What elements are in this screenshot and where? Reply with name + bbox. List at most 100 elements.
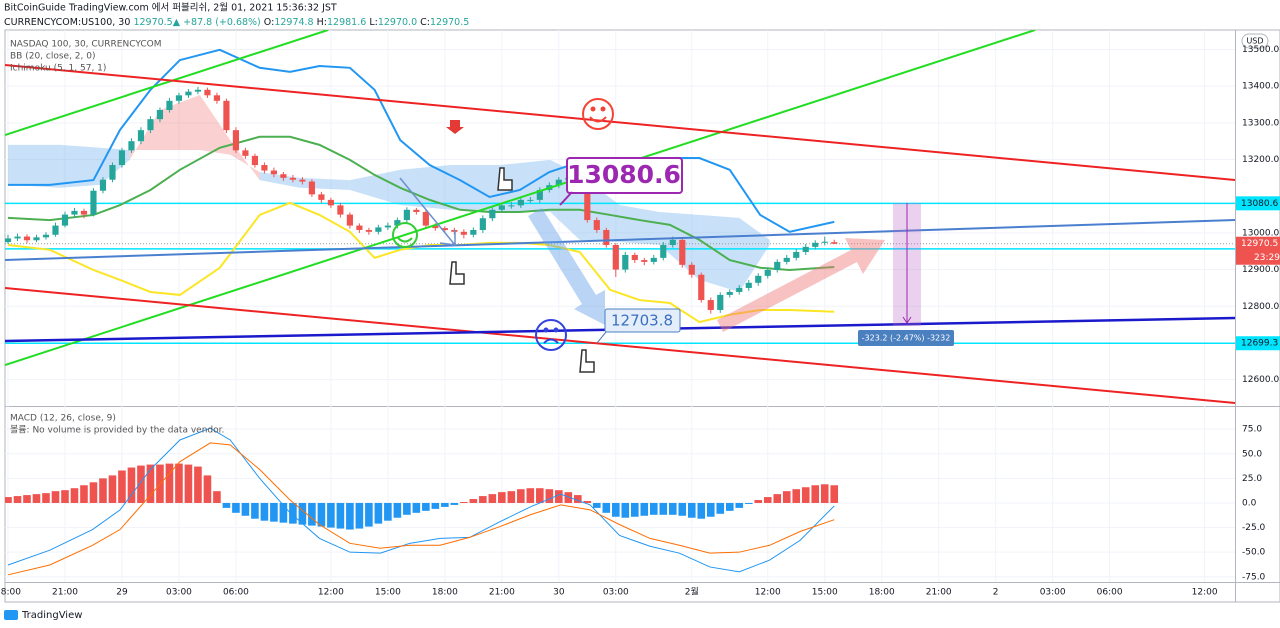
down-marker bbox=[446, 120, 464, 134]
x-tick-label: 03:00 bbox=[603, 588, 629, 598]
y-tick-label: 25.0 bbox=[1242, 474, 1262, 484]
histogram-bar bbox=[89, 482, 98, 503]
histogram-bar bbox=[431, 502, 440, 509]
cloud-segment bbox=[400, 165, 451, 210]
ohlc-value: 12981.6 bbox=[327, 17, 366, 28]
candle-body bbox=[280, 174, 287, 178]
channel-line bbox=[5, 64, 1235, 181]
candle-body bbox=[831, 242, 838, 244]
x-tick-label: 30 bbox=[553, 588, 565, 598]
histogram-bar bbox=[365, 502, 373, 527]
x-tick-label: 18:00 bbox=[432, 588, 458, 598]
x-tick-label: 03:00 bbox=[166, 588, 192, 598]
candle-body bbox=[33, 237, 40, 241]
cloud-segment bbox=[129, 109, 160, 160]
candle-body bbox=[71, 210, 78, 215]
candle-body bbox=[99, 179, 107, 191]
candle-body bbox=[365, 229, 372, 232]
x-tick-label: 12:00 bbox=[755, 588, 781, 598]
y-tick-label: 13300.0 bbox=[1242, 118, 1279, 128]
x-tick-label: 18:00 bbox=[869, 588, 895, 598]
histogram-bar bbox=[99, 478, 107, 503]
symbol: CURRENCYCOM:US100, 30 bbox=[4, 17, 130, 28]
histogram-bar bbox=[260, 502, 269, 521]
candle-body bbox=[375, 227, 382, 232]
candle-body bbox=[23, 236, 31, 241]
grid bbox=[5, 30, 1235, 582]
histogram-bar bbox=[279, 502, 288, 523]
measure-label: -323.2 (-2.47%) -3232 bbox=[862, 334, 951, 343]
candle-body bbox=[612, 245, 619, 270]
candle-body bbox=[137, 130, 145, 142]
histogram-bar bbox=[687, 502, 696, 518]
y-tick-label: 12800.0 bbox=[1242, 302, 1279, 312]
histogram-bar bbox=[327, 502, 335, 528]
candle-body bbox=[774, 261, 781, 270]
candle-body bbox=[337, 205, 344, 215]
y-tick-label: 13000.0 bbox=[1242, 228, 1279, 238]
cloud-segment bbox=[619, 205, 660, 246]
histogram-bar bbox=[213, 491, 221, 503]
signal-line bbox=[7, 442, 835, 576]
ohlc-value: 12974.8 bbox=[274, 17, 313, 28]
candle-body bbox=[726, 291, 733, 295]
histogram-bar bbox=[830, 485, 839, 503]
histogram-bar bbox=[194, 466, 202, 503]
smiley bbox=[582, 98, 614, 130]
candle-body bbox=[631, 254, 638, 261]
histogram-bar bbox=[564, 492, 573, 503]
y-tick-label: 13500.0 bbox=[1242, 45, 1279, 55]
y-tick-label: 50.0 bbox=[1242, 449, 1262, 459]
candle-body bbox=[232, 130, 240, 151]
x-tick-label: 21:00 bbox=[489, 588, 515, 598]
measure-head bbox=[902, 316, 912, 324]
up-arrow bbox=[717, 238, 885, 332]
candle-body bbox=[299, 179, 306, 182]
histogram-bar bbox=[422, 502, 430, 511]
histogram-bar bbox=[222, 502, 231, 508]
y-tick-label: 75.0 bbox=[1242, 425, 1262, 435]
x-tick-label: 06:00 bbox=[1097, 588, 1123, 598]
level-label: 13080.6 bbox=[1241, 199, 1278, 209]
x-tick-label: 03:00 bbox=[1040, 588, 1066, 598]
annotation: 12703.8 bbox=[611, 312, 673, 330]
histogram-bar bbox=[61, 490, 69, 503]
x-tick-label: 2월 bbox=[685, 586, 699, 598]
histogram-bar bbox=[146, 464, 155, 503]
pane-borders bbox=[4, 29, 1280, 603]
histogram-bar bbox=[488, 494, 497, 503]
ohlc-key: H: bbox=[317, 17, 327, 28]
candle-body bbox=[346, 214, 353, 226]
callout bbox=[596, 331, 607, 344]
candle-body bbox=[660, 245, 667, 258]
histogram-bar bbox=[32, 494, 41, 503]
y-tick-label: -75.0 bbox=[1242, 572, 1266, 582]
cloud-segment bbox=[739, 217, 770, 292]
candle-body bbox=[80, 210, 88, 215]
x-tick-label: 12:00 bbox=[318, 588, 344, 598]
histogram-bar bbox=[51, 491, 60, 503]
arrow bbox=[399, 177, 457, 246]
candle-body bbox=[109, 165, 116, 180]
candle-body bbox=[764, 269, 771, 276]
histogram-bar bbox=[469, 499, 478, 503]
candle-body bbox=[327, 199, 334, 206]
histogram-bar bbox=[184, 464, 193, 503]
histogram-bar bbox=[706, 502, 715, 517]
candle-body bbox=[185, 91, 192, 96]
histogram-bar bbox=[574, 495, 582, 503]
candle-body bbox=[242, 150, 249, 156]
macd-pane bbox=[5, 427, 839, 576]
ohlc-value: 12970.5 bbox=[430, 17, 469, 28]
y-tick-label: 12900.0 bbox=[1242, 265, 1279, 275]
histogram-bar bbox=[716, 502, 725, 514]
indicator-label: MACD (12, 26, close, 9) bbox=[10, 414, 116, 424]
candle-body bbox=[61, 214, 69, 226]
candle-body bbox=[422, 211, 429, 226]
histogram-bar bbox=[450, 502, 459, 505]
candle-body bbox=[52, 225, 59, 235]
histogram-bar bbox=[403, 502, 411, 515]
histogram-bar bbox=[336, 502, 345, 529]
histogram-bar bbox=[725, 502, 734, 511]
